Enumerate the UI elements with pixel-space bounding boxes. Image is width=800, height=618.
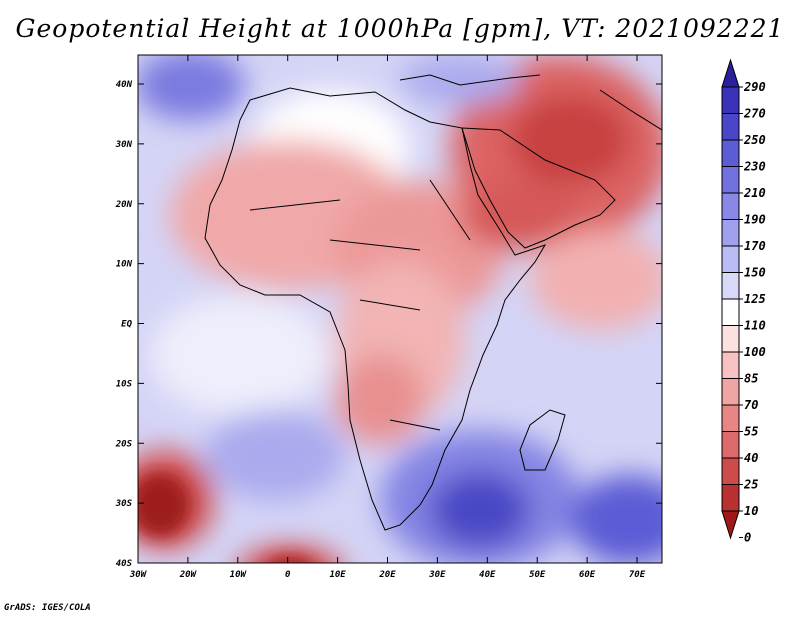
colorbar-top-arrow — [721, 58, 740, 88]
lon-label: 10E — [329, 570, 346, 580]
colorbar-swatch — [721, 484, 740, 512]
height-field — [138, 55, 662, 563]
colorbar-label: 110 — [744, 319, 766, 333]
colorbar-swatch — [721, 192, 740, 220]
colorbar-label: 40 — [744, 451, 758, 465]
colorbar-label: 70 — [744, 398, 758, 412]
colorbar-label: 150 — [744, 266, 766, 280]
latitude-axis: 40N 30N 20N 10N EQ 10S 20S 30S 40S — [115, 80, 662, 569]
colorbar-label: 55 — [744, 425, 758, 439]
lat-label: 40N — [116, 80, 133, 90]
colorbar-swatch — [721, 219, 740, 247]
colorbar-label: 290 — [743, 80, 766, 94]
colorbar-swatch — [721, 457, 740, 485]
lon-label: 30W — [129, 570, 148, 580]
colorbar-label: 0 — [744, 531, 751, 545]
colorbar-label: 25 — [743, 478, 758, 492]
lat-label: 20S — [115, 439, 133, 449]
colorbar-swatch — [721, 404, 740, 432]
colorbar-swatch — [721, 298, 740, 326]
lat-label: EQ — [121, 320, 132, 330]
colorbar-label: 100 — [744, 345, 766, 359]
lon-label: 10W — [230, 570, 248, 580]
lat-label: 10N — [116, 260, 133, 270]
colorbar-swatch — [721, 245, 740, 273]
colorbar-swatch — [721, 86, 740, 114]
colorbar-label: 10 — [744, 504, 758, 518]
colorbar-swatch — [721, 378, 740, 406]
colorbar-swatch — [721, 166, 740, 194]
colorbar-label: 125 — [744, 292, 766, 306]
colorbar-label: 230 — [743, 160, 766, 174]
longitude-axis: 30W 20W 10W 0 10E 20E 30E 40E 50E 60E 70E — [129, 55, 646, 580]
lon-label: 30E — [428, 570, 446, 580]
colorbar: 2902702502302101901701501251101008570554… — [721, 58, 766, 545]
footer-credit: GrADS: IGES/COLA — [4, 603, 91, 613]
lon-label: 20W — [179, 570, 198, 580]
colorbar-label: 85 — [744, 372, 758, 386]
lat-label: 30S — [115, 499, 133, 509]
lon-label: 20E — [378, 570, 396, 580]
colorbar-label: 250 — [743, 133, 766, 147]
lon-label: 60E — [579, 570, 596, 580]
colorbar-swatch — [721, 431, 740, 459]
colorbar-swatch — [721, 139, 740, 167]
colorbar-swatch — [721, 325, 740, 353]
colorbar-swatch — [721, 272, 740, 300]
colorbar-bottom-arrow — [721, 510, 740, 540]
colorbar-swatch — [721, 113, 740, 141]
colorbar-label: 270 — [743, 107, 766, 121]
lon-label: 0 — [285, 570, 291, 580]
lon-label: 70E — [629, 570, 646, 580]
lon-label: 50E — [529, 570, 546, 580]
colorbar-label: 190 — [744, 213, 766, 227]
lat-label: 20N — [115, 200, 133, 210]
colorbar-label: 170 — [744, 239, 766, 253]
lat-label: 10S — [116, 379, 133, 389]
colorbar-label: 210 — [743, 186, 766, 200]
colorbar-swatch — [721, 351, 740, 379]
coastlines — [204, 74, 662, 531]
map-frame — [137, 54, 663, 564]
chart-title: Geopotential Height at 1000hPa [gpm], VT… — [15, 14, 785, 43]
lat-label: 40S — [116, 559, 133, 569]
lon-label: 40E — [479, 570, 496, 580]
lat-label: 30N — [115, 140, 133, 150]
